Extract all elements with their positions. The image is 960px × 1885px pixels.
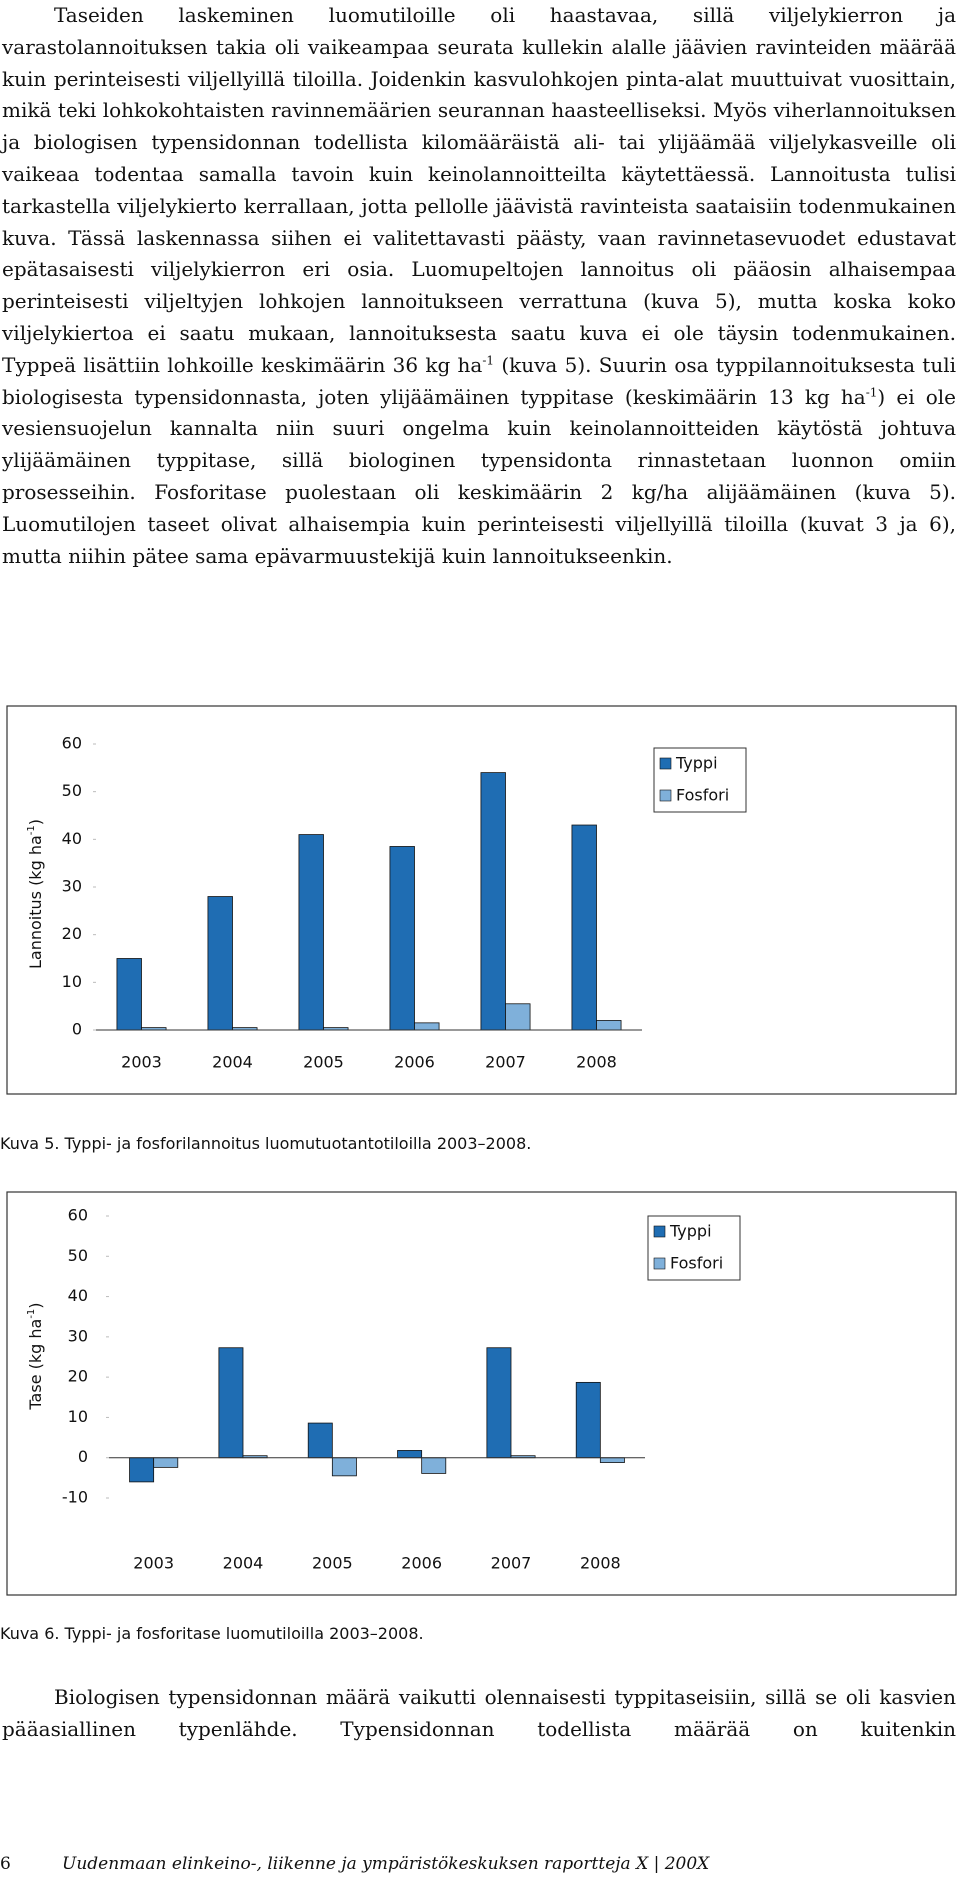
chart: 0 10 20 30 40 50 60 Lannoitus (kg ha-1) 2003 2004… [6,705,957,1095]
y-tick-label: 50 [62,781,82,800]
bar [571,824,597,1031]
x-tick-label: 2004 [212,1053,253,1072]
label-run: Lannoitus (kg ha [26,835,45,969]
text-run: Taseiden laskeminen luomutiloille oli ha… [2,3,956,377]
label-run: ) [26,819,45,825]
bar [129,1457,155,1483]
footer-text: Uudenmaan elinkeino-, liikenne ja ympäri… [62,1854,710,1874]
x-tick-label: 2003 [121,1053,162,1072]
legend-swatch [653,1257,666,1270]
chart: -10 0 10 20 30 40 50 60 Tase (kg ha-1) 2003 2004 20… [6,1191,957,1596]
y-tick-label: 30 [62,877,82,896]
text-run: ) ei ole vesiensuojelun kannalta niin su… [2,384,957,568]
y-axis-label: Lannoitus (kg ha-1) [26,819,45,969]
x-tick-label: 2006 [394,1053,435,1072]
caption: Kuva 6. Typpi- ja fosforitase luomutiloi… [0,1624,424,1643]
superscript: -1 [26,1309,37,1319]
label-run: ) [26,1302,45,1308]
y-tick-label: 40 [68,1286,88,1305]
legend-label: Typpi [675,754,718,773]
bar [486,1347,512,1459]
y-tick-label: 0 [72,1020,82,1039]
legend-swatch [653,1225,666,1238]
chart-frame [6,1191,957,1596]
bar [575,1381,601,1459]
x-tick-label: 2007 [485,1053,526,1072]
y-tick-label: 0 [78,1447,88,1466]
bar [218,1347,244,1459]
bar [207,896,233,1031]
y-tick-label: 30 [68,1326,88,1345]
x-tick-label: 2005 [312,1554,353,1573]
bar [397,1450,423,1459]
text-run: Biologisen typensidonnan määrä vaikutti … [2,1685,956,1741]
chart-frame [6,705,957,1095]
superscript: -1 [482,353,495,368]
x-tick-label: 2003 [133,1554,174,1573]
superscript: -1 [865,384,878,399]
footer: 6 Uudenmaan elinkeino-, liikenne ja ympä… [0,1854,709,1874]
bar [480,772,506,1031]
y-tick-label: 10 [68,1407,88,1426]
legend-label: Fosfori [670,1254,723,1273]
y-tick-label: 60 [62,734,82,753]
bar [331,1457,357,1477]
caption: Kuva 5. Typpi- ja fosforilannoitus luomu… [0,1134,532,1153]
x-tick-label: 2006 [401,1554,442,1573]
paragraph: Taseiden laskeminen luomutiloille oli ha… [2,0,956,572]
legend-box [647,1215,741,1281]
x-tick-label: 2007 [491,1554,532,1573]
bar [153,1457,179,1468]
legend-label: Fosfori [676,786,729,805]
y-tick-label: 20 [62,924,82,943]
y-axis-label: Tase (kg ha-1) [26,1302,45,1410]
bar [599,1457,625,1463]
x-tick-label: 2008 [580,1554,621,1573]
y-tick-label: 40 [62,829,82,848]
legend-label: Typpi [669,1222,712,1241]
legend-box [653,747,747,813]
bar [596,1020,622,1031]
legend-swatch [659,757,672,770]
bar [389,846,415,1031]
y-tick-label: 10 [62,972,82,991]
bar [307,1422,333,1459]
bar [414,1022,440,1031]
x-tick-label: 2008 [576,1053,617,1072]
text-run: (kuva 5). Suurin osa typpilannoituksesta… [2,352,956,409]
page-number: 6 [0,1854,11,1874]
x-tick-label: 2005 [303,1053,344,1072]
y-tick-label: 60 [68,1206,88,1225]
x-tick-label: 2004 [223,1554,264,1573]
paragraph: Biologisen typensidonnan määrä vaikutti … [2,1682,956,1746]
superscript: -1 [26,825,37,835]
bar [421,1457,447,1474]
bar [298,834,324,1031]
y-tick-label: 20 [68,1367,88,1386]
y-tick-label: 50 [68,1246,88,1265]
label-run: Tase (kg ha [26,1319,45,1411]
legend-swatch [659,789,672,802]
y-tick-label: -10 [62,1488,88,1507]
bar [505,1003,531,1031]
bar [116,958,142,1031]
